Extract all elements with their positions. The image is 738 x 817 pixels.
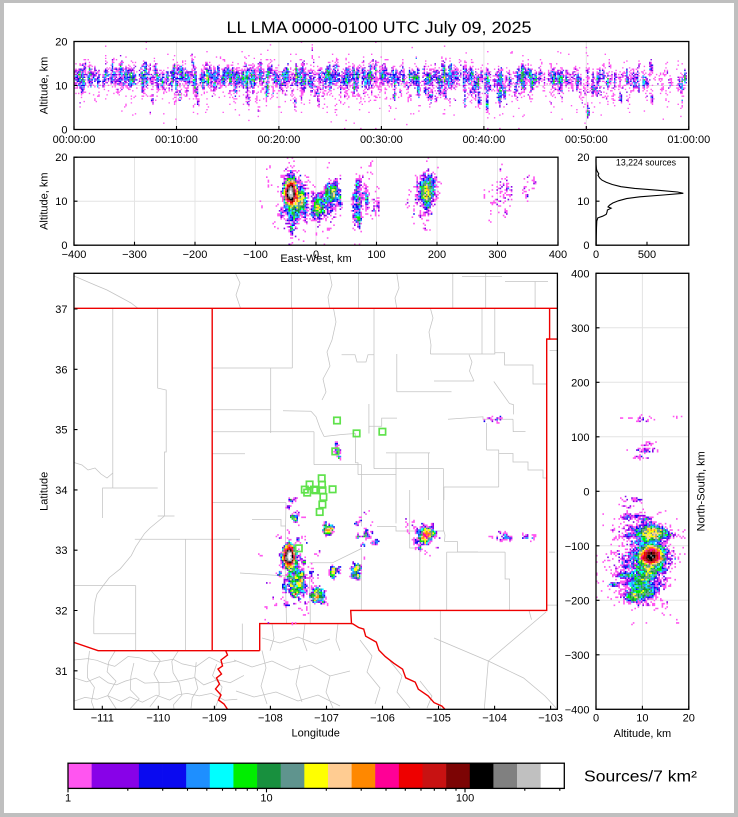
svg-text:00:10:00: 00:10:00 [155, 134, 198, 146]
svg-text:−103: −103 [538, 713, 563, 725]
svg-text:00:30:00: 00:30:00 [360, 134, 403, 146]
svg-text:0: 0 [61, 125, 67, 137]
svg-text:20: 20 [577, 152, 589, 164]
svg-text:10: 10 [55, 196, 67, 208]
svg-text:Altitude, km: Altitude, km [614, 728, 671, 740]
svg-text:−400: −400 [565, 704, 590, 716]
svg-text:−111: −111 [91, 713, 114, 725]
svg-text:32: 32 [55, 606, 67, 618]
svg-text:−109: −109 [202, 713, 227, 725]
svg-text:01:00:00: 01:00:00 [667, 134, 710, 146]
svg-text:34: 34 [55, 485, 67, 497]
svg-text:−100: −100 [243, 249, 268, 261]
svg-text:−108: −108 [258, 713, 283, 725]
svg-text:10: 10 [260, 792, 272, 804]
svg-text:0: 0 [583, 240, 589, 252]
svg-text:Sources/7 km²: Sources/7 km² [584, 769, 697, 786]
svg-text:0: 0 [61, 240, 67, 252]
svg-text:−110: −110 [146, 713, 170, 725]
svg-text:LL LMA 0000-0100 UTC July 09,: LL LMA 0000-0100 UTC July 09, 2025 [227, 18, 532, 37]
svg-text:Altitude, km: Altitude, km [39, 57, 51, 114]
svg-text:−300: −300 [122, 249, 147, 261]
svg-text:10: 10 [636, 713, 648, 725]
svg-text:13,224 sources: 13,224 sources [616, 158, 677, 168]
svg-text:20: 20 [55, 152, 67, 164]
svg-text:00:40:00: 00:40:00 [462, 134, 505, 146]
svg-text:100: 100 [367, 249, 385, 261]
svg-text:10: 10 [577, 196, 589, 208]
svg-text:100: 100 [571, 432, 589, 444]
svg-text:1: 1 [65, 792, 71, 804]
svg-text:−300: −300 [565, 650, 590, 662]
svg-text:−200: −200 [565, 595, 590, 607]
svg-text:0: 0 [313, 249, 319, 261]
svg-text:200: 200 [428, 249, 446, 261]
svg-text:00:00:00: 00:00:00 [53, 134, 96, 146]
svg-text:−100: −100 [565, 541, 590, 553]
svg-text:500: 500 [638, 249, 656, 261]
svg-text:10: 10 [55, 81, 67, 93]
svg-text:East-West, km: East-West, km [280, 253, 351, 265]
svg-text:−107: −107 [314, 713, 339, 725]
svg-text:North-South, km: North-South, km [696, 451, 708, 531]
svg-text:33: 33 [55, 545, 67, 557]
svg-text:−104: −104 [482, 713, 507, 725]
svg-text:0: 0 [583, 486, 589, 498]
svg-text:0: 0 [593, 249, 599, 261]
svg-text:Longitude: Longitude [292, 728, 340, 740]
svg-text:−400: −400 [62, 249, 87, 261]
svg-text:35: 35 [55, 425, 67, 437]
svg-text:31: 31 [55, 666, 67, 678]
svg-text:400: 400 [571, 268, 589, 280]
svg-text:36: 36 [55, 364, 67, 376]
svg-text:0: 0 [593, 713, 599, 725]
svg-text:00:50:00: 00:50:00 [565, 134, 608, 146]
svg-text:Latitude: Latitude [39, 472, 51, 511]
svg-text:300: 300 [488, 249, 506, 261]
svg-text:−106: −106 [370, 713, 395, 725]
svg-text:20: 20 [683, 713, 695, 725]
svg-text:00:20:00: 00:20:00 [258, 134, 301, 146]
svg-text:200: 200 [571, 377, 589, 389]
svg-text:Altitude, km: Altitude, km [39, 172, 51, 229]
svg-text:400: 400 [549, 249, 567, 261]
svg-text:20: 20 [55, 37, 67, 49]
svg-text:300: 300 [571, 323, 589, 335]
svg-text:37: 37 [55, 304, 67, 316]
svg-text:−200: −200 [183, 249, 208, 261]
svg-text:−105: −105 [426, 713, 451, 725]
svg-text:100: 100 [456, 792, 474, 804]
